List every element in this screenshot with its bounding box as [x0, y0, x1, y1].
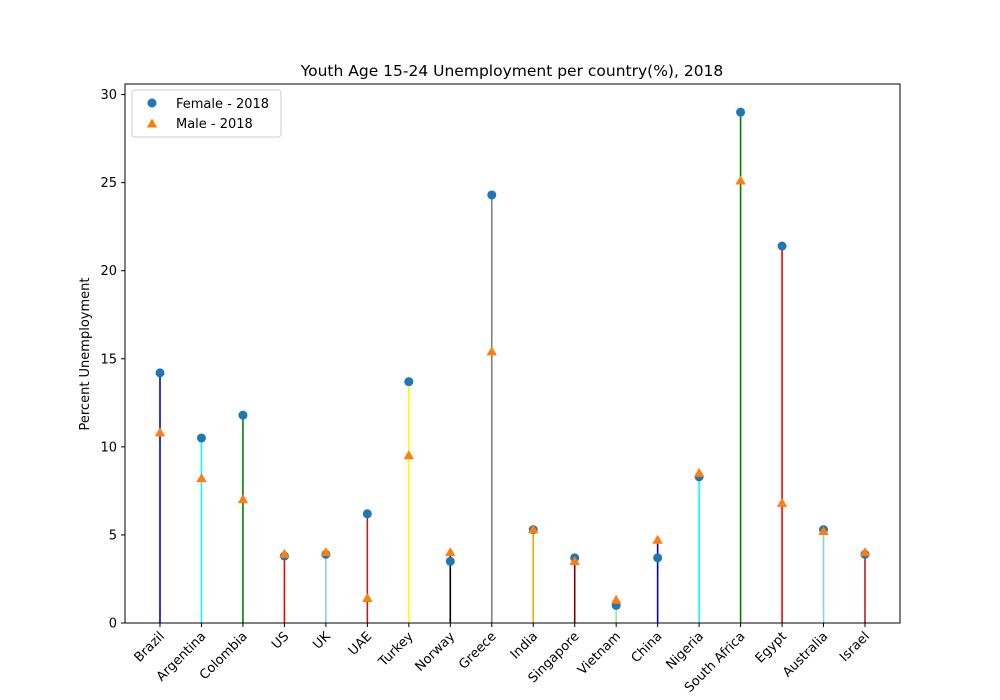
chart-title: Youth Age 15-24 Unemployment per country…	[300, 62, 724, 80]
y-tick-label: 25	[100, 176, 117, 191]
point-female	[362, 509, 372, 519]
point-female	[155, 368, 165, 378]
x-tick-label: Greece	[456, 629, 499, 672]
y-tick-label: 10	[100, 440, 117, 455]
x-tick-label: China	[629, 629, 666, 666]
y-axis-label: Percent Unemployment	[78, 278, 93, 431]
legend-marker-female	[147, 98, 157, 108]
legend-label-male: Male - 2018	[176, 117, 253, 132]
point-male	[445, 547, 456, 557]
legend: Female - 2018 Male - 2018	[131, 89, 282, 138]
point-male	[403, 450, 415, 460]
legend-marker-male	[146, 118, 158, 128]
y-tick-label: 15	[100, 352, 117, 367]
point-female	[445, 556, 455, 566]
plot-frame	[124, 83, 901, 624]
y-tick-label: 0	[109, 617, 117, 632]
x-tick-label: UK	[310, 629, 334, 653]
point-male	[693, 467, 705, 477]
legend-label-female: Female - 2018	[176, 97, 269, 112]
point-female	[487, 190, 497, 200]
y-tick-label: 30	[100, 88, 117, 103]
x-tick-label: Australia	[780, 629, 831, 680]
point-male	[735, 175, 746, 185]
point-male	[528, 524, 539, 534]
y-tick-label: 5	[109, 528, 117, 543]
x-tick-label: US	[269, 629, 292, 652]
legend-box	[131, 89, 282, 138]
markers-layer	[154, 107, 871, 610]
point-male	[154, 427, 166, 437]
point-male	[237, 494, 249, 504]
point-male	[818, 526, 829, 536]
point-male	[196, 473, 207, 483]
point-female	[196, 433, 206, 443]
x-tick-label: UAE	[346, 629, 375, 658]
point-female	[736, 107, 746, 117]
stems-layer	[159, 112, 866, 623]
x-tick-label: Israel	[837, 629, 873, 665]
point-male	[279, 548, 290, 558]
point-male	[776, 497, 788, 507]
point-female	[653, 553, 663, 563]
point-male	[652, 534, 663, 544]
point-male	[859, 547, 871, 557]
x-tick-label: Egypt	[753, 629, 790, 666]
point-female	[777, 241, 787, 251]
x-tick-label: India	[508, 629, 541, 662]
x-tick-label: Turkey	[375, 629, 416, 670]
x-tick-label: Vietnam	[575, 629, 624, 678]
x-tick-label: Brazil	[132, 629, 168, 665]
y-axis: 0 5 10 15 20 25 30	[100, 88, 125, 632]
point-female	[238, 410, 248, 420]
point-male	[486, 346, 497, 356]
point-female	[404, 377, 414, 387]
point-male	[569, 555, 580, 565]
x-tick-label: Norway	[413, 629, 459, 675]
y-tick-label: 20	[100, 264, 117, 279]
point-male	[320, 547, 332, 557]
point-male	[610, 594, 622, 604]
point-male	[362, 592, 373, 602]
